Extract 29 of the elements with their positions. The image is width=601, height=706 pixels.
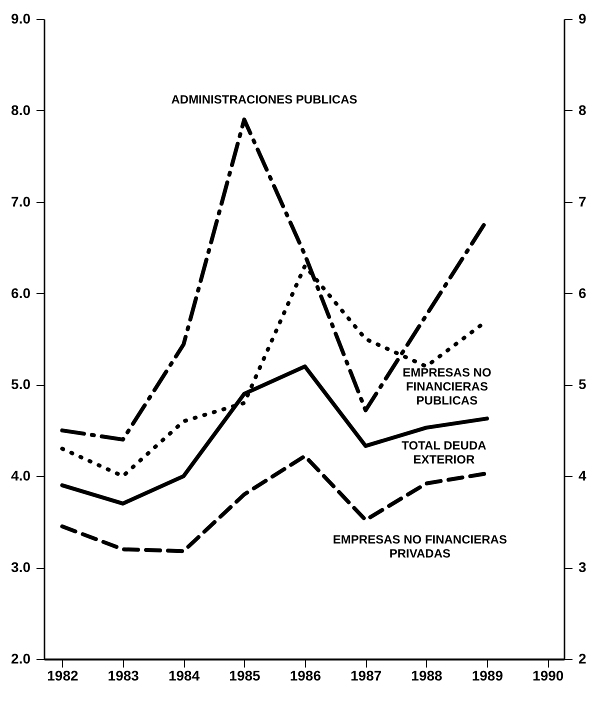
x-tick-label: 1989 xyxy=(472,668,504,684)
y2-tick-label: 7 xyxy=(578,193,586,210)
text: EMPRESAS NO FINANCIERAS PRIVADAS xyxy=(332,532,507,560)
x-tick-label: 1988 xyxy=(411,668,443,684)
series-label: TOTAL DEUDA EXTERIOR xyxy=(402,438,487,467)
x-tick-label: 1984 xyxy=(168,668,200,684)
x-tick-label: 1982 xyxy=(47,668,78,684)
y2-tick-label: 5 xyxy=(578,376,586,392)
y-tick-label: 9.0 xyxy=(11,10,31,26)
x-tick-label: 1990 xyxy=(532,668,564,684)
x-tick-label: 1987 xyxy=(350,668,382,684)
series-label: EMPRESAS NO FINANCIERAS PUBLICAS xyxy=(402,366,492,408)
y-tick-label: 6.0 xyxy=(11,284,31,301)
y2-tick-label: 6 xyxy=(578,284,586,301)
y-tick-label: 4.0 xyxy=(11,468,31,484)
y2-tick-label: 9 xyxy=(578,10,586,26)
x-tick-label: 1985 xyxy=(229,668,261,684)
y2-tick-label: 8 xyxy=(578,102,586,118)
y-tick-label: 8.0 xyxy=(11,102,31,118)
text: ADMINISTRACIONES PUBLICAS xyxy=(171,92,358,107)
y-tick-label: 5.0 xyxy=(11,376,31,392)
y-tick-label: 2.0 xyxy=(11,650,31,666)
y2-tick-label: 3 xyxy=(578,559,586,576)
x-tick-label: 1983 xyxy=(108,668,140,684)
y2-tick-label: 2 xyxy=(578,650,586,666)
y-tick-label: 7.0 xyxy=(11,193,31,210)
y-tick-label: 3.0 xyxy=(11,559,31,576)
y2-tick-label: 4 xyxy=(578,468,586,484)
x-tick-label: 1986 xyxy=(290,668,322,684)
